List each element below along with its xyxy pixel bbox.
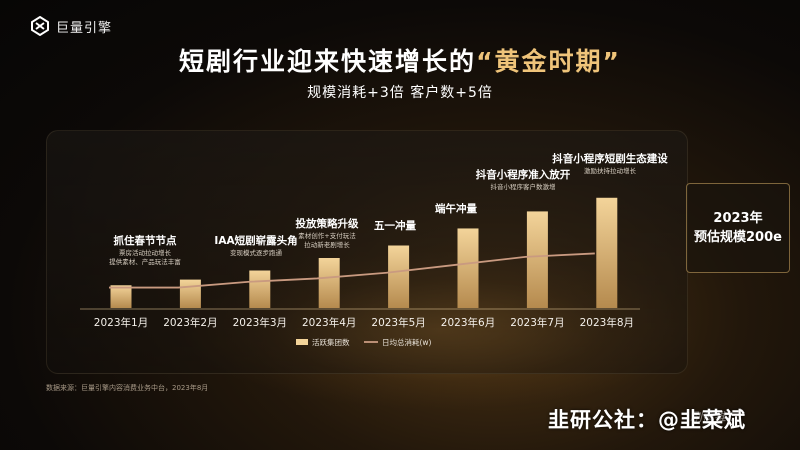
annotation-title-4: 五一冲量 (374, 219, 416, 232)
legend-line-label: 日均总消耗(w) (382, 337, 432, 347)
x-tick-label-8: 2023年8月 (580, 316, 634, 329)
legend-bar-label: 活跃集团数 (312, 337, 350, 347)
bar-7 (526, 211, 548, 308)
x-tick-label-7: 2023年7月 (510, 316, 564, 329)
annotation-desc-7: 激励扶持拉动增长 (584, 166, 637, 175)
source-note: 数据来源：巨量引擎内容消费业务中台，2023年8月 (46, 384, 209, 392)
bar-3 (249, 270, 271, 308)
annotation-title-5: 端午冲量 (435, 202, 477, 215)
bars-group (110, 197, 618, 308)
x-tick-label-2: 2023年2月 (163, 316, 217, 329)
annotation-desc-1: 票房活动拉动增长 (119, 248, 172, 257)
bar-2 (179, 279, 201, 308)
x-tick-label-4: 2023年4月 (302, 316, 356, 329)
page-title: 短剧行业迎来快速增长的“黄金时期” (0, 42, 800, 78)
x-tick-label-5: 2023年5月 (371, 316, 425, 329)
annotation-title-3: 投放策略升级 (296, 217, 359, 230)
brand-name: 巨量引擎 (56, 20, 113, 36)
annotation-desc-3: 素材创作+支付玩法 (298, 231, 356, 240)
legend-bar-swatch (296, 339, 308, 345)
line-series-daily-spend (109, 252, 595, 289)
annotation-title-1: 抓住春节节点 (114, 234, 177, 247)
page-title-prefix: 短剧行业迎来快速增长的 (179, 47, 477, 76)
annotation-desc-6: 抖音小程序客户数激增 (491, 182, 556, 191)
x-tick-labels: 2023年1月 2023年2月 2023年3月 2023年4月 2023年5月 2023年… (94, 316, 634, 329)
x-tick-label-3: 2023年3月 (233, 316, 287, 329)
page-subtitle: 规模消耗+3倍 客户数+5倍 (307, 85, 493, 101)
x-tick-label-1: 2023年1月 (94, 316, 148, 329)
brand-logo: 巨量引擎 (30, 16, 112, 36)
annotation-title-2: IAA短剧崭露头角 (214, 234, 297, 247)
chart-panel (46, 130, 688, 374)
bar-4 (318, 258, 340, 308)
annotation-desc-1: 提供素材、产品玩法丰富 (109, 257, 181, 266)
annotation-title-6: 抖音小程序准入放开 (476, 168, 571, 181)
bar-6 (457, 228, 479, 308)
bar-8 (596, 197, 618, 308)
bar-5 (388, 245, 410, 308)
forecast-box: 2023年 预估规模200e (686, 183, 790, 273)
annotation-desc-3: 拉动新老剧增长 (304, 240, 350, 249)
annotation-title-7: 抖音小程序短剧生态建设 (552, 152, 668, 165)
chart-legend: 活跃集团数 日均总消耗(w) (296, 337, 432, 347)
video-caption: 剧情推… (690, 410, 739, 424)
forecast-line-1: 2023年 (713, 211, 763, 226)
bar-1 (110, 285, 132, 308)
watermark: 韭研公社：@韭菜斌 (548, 408, 746, 432)
page-title-highlight: “黄金时期” (476, 47, 621, 76)
annotation-desc-2: 变现模式逐步跑通 (230, 248, 283, 257)
forecast-line-2: 预估规模200e (694, 230, 782, 245)
x-tick-label-6: 2023年6月 (441, 316, 495, 329)
brand-logo-icon (31, 16, 49, 36)
